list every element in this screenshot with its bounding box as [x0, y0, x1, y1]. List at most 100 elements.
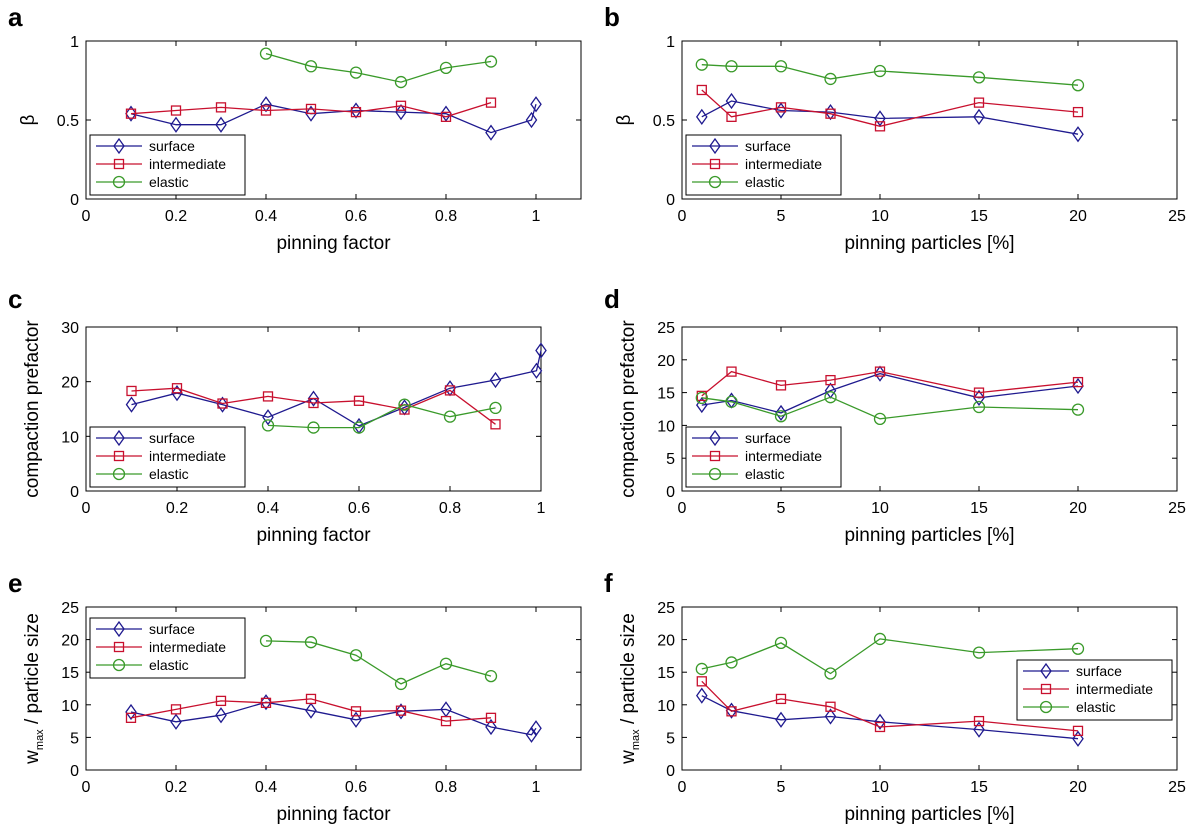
series-surface — [696, 687, 1084, 747]
x-tick-label: 20 — [1069, 779, 1087, 796]
legend-marker — [708, 467, 722, 481]
series-line — [701, 372, 1079, 414]
data-point — [489, 401, 502, 415]
data-point — [824, 391, 837, 404]
legend-box — [89, 134, 246, 196]
x-tick-label: 25 — [1168, 500, 1186, 517]
y-axis-label: compaction prefactor — [618, 320, 639, 498]
y-tick-label: 25 — [61, 600, 79, 617]
legend: surface intermediate elastic — [685, 134, 842, 196]
data-point — [873, 412, 887, 425]
x-tick-label: 1 — [537, 500, 546, 517]
x-tick-label: 0 — [678, 208, 687, 225]
y-tick-label: 0.5 — [57, 113, 79, 130]
data-point — [775, 693, 787, 705]
panel-label: e — [8, 568, 22, 598]
series-line — [701, 370, 1079, 397]
legend-marker — [112, 175, 126, 189]
data-point — [485, 712, 497, 723]
data-point — [126, 385, 137, 397]
x-axis-label: pinning particles [%] — [844, 525, 1014, 546]
series-line — [701, 100, 1079, 135]
data-point — [350, 706, 362, 717]
y-axis-label: wmax / particle size — [618, 613, 642, 765]
data-point — [350, 711, 362, 728]
axes-box — [681, 326, 1178, 492]
x-tick-label: 20 — [1069, 500, 1087, 517]
y-tick-label: 15 — [657, 386, 675, 403]
data-point — [259, 47, 273, 60]
x-tick-label: 0.4 — [255, 779, 277, 796]
data-point — [170, 105, 182, 116]
data-point — [489, 371, 502, 389]
data-point — [530, 96, 542, 113]
data-point — [1072, 730, 1084, 747]
series-elastic — [259, 634, 498, 691]
data-point — [170, 713, 182, 730]
y-tick-label: 20 — [657, 353, 675, 370]
data-point — [394, 75, 408, 89]
data-point — [1072, 376, 1084, 388]
x-tick-label: 1 — [532, 208, 541, 225]
y-tick-label: 5 — [70, 730, 79, 747]
legend-label: surface — [745, 138, 791, 154]
legend-label: surface — [1076, 663, 1122, 679]
series-intermediate — [125, 693, 497, 727]
legend: surface intermediate elastic — [685, 426, 842, 488]
series-line — [701, 89, 1079, 127]
x-tick-label: 0.8 — [435, 779, 457, 796]
y-tick-label: 25 — [657, 600, 675, 617]
data-point — [260, 105, 272, 116]
legend-marker — [1039, 700, 1053, 714]
data-point — [774, 60, 788, 73]
data-point — [394, 677, 408, 691]
data-point — [972, 646, 986, 659]
data-point — [305, 103, 317, 115]
data-point — [215, 102, 227, 113]
x-tick-label: 0.6 — [345, 208, 367, 225]
panel-label: f — [604, 568, 613, 598]
x-tick-label: 25 — [1168, 208, 1186, 225]
panel-label: b — [604, 2, 620, 32]
series-surface — [125, 342, 547, 435]
data-point — [215, 707, 227, 724]
x-tick-label: 5 — [777, 208, 786, 225]
legend: surface intermediate elastic — [89, 134, 246, 196]
series-surface — [696, 365, 1084, 422]
data-point — [973, 721, 985, 738]
y-tick-label: 10 — [61, 429, 79, 446]
series-surface — [125, 694, 542, 743]
data-point — [395, 705, 407, 716]
legend-marker — [113, 450, 125, 462]
series-elastic — [259, 47, 498, 89]
data-point — [824, 72, 837, 86]
panel-f: f 0 5 10 15 20 25 0 5 10 15 20 25 pinning particles [… — [604, 568, 1186, 825]
axes-box — [85, 606, 582, 771]
panel-label: d — [604, 284, 620, 314]
y-axis-label: β — [614, 114, 635, 125]
legend-marker — [113, 158, 125, 170]
data-point — [485, 718, 497, 736]
x-tick-label: 15 — [970, 779, 988, 796]
y-axis-label: wmax / particle size — [22, 613, 46, 765]
data-point — [352, 421, 366, 434]
legend: surface intermediate elastic — [89, 617, 246, 679]
legend-marker — [1040, 683, 1052, 695]
data-point — [440, 111, 452, 122]
y-tick-label: 0 — [70, 192, 79, 209]
legend-marker — [113, 137, 125, 155]
series-intermediate — [696, 676, 1084, 737]
data-point — [972, 400, 986, 414]
data-point — [484, 55, 498, 68]
data-point — [125, 703, 137, 721]
series-line — [267, 403, 496, 429]
data-point — [170, 704, 182, 715]
series-elastic — [695, 58, 1085, 92]
data-point — [125, 105, 137, 122]
y-tick-label: 10 — [657, 418, 675, 435]
data-point — [307, 390, 320, 407]
data-point — [485, 97, 497, 108]
axes-box — [681, 606, 1178, 771]
data-point — [695, 391, 708, 404]
data-point — [874, 110, 886, 127]
